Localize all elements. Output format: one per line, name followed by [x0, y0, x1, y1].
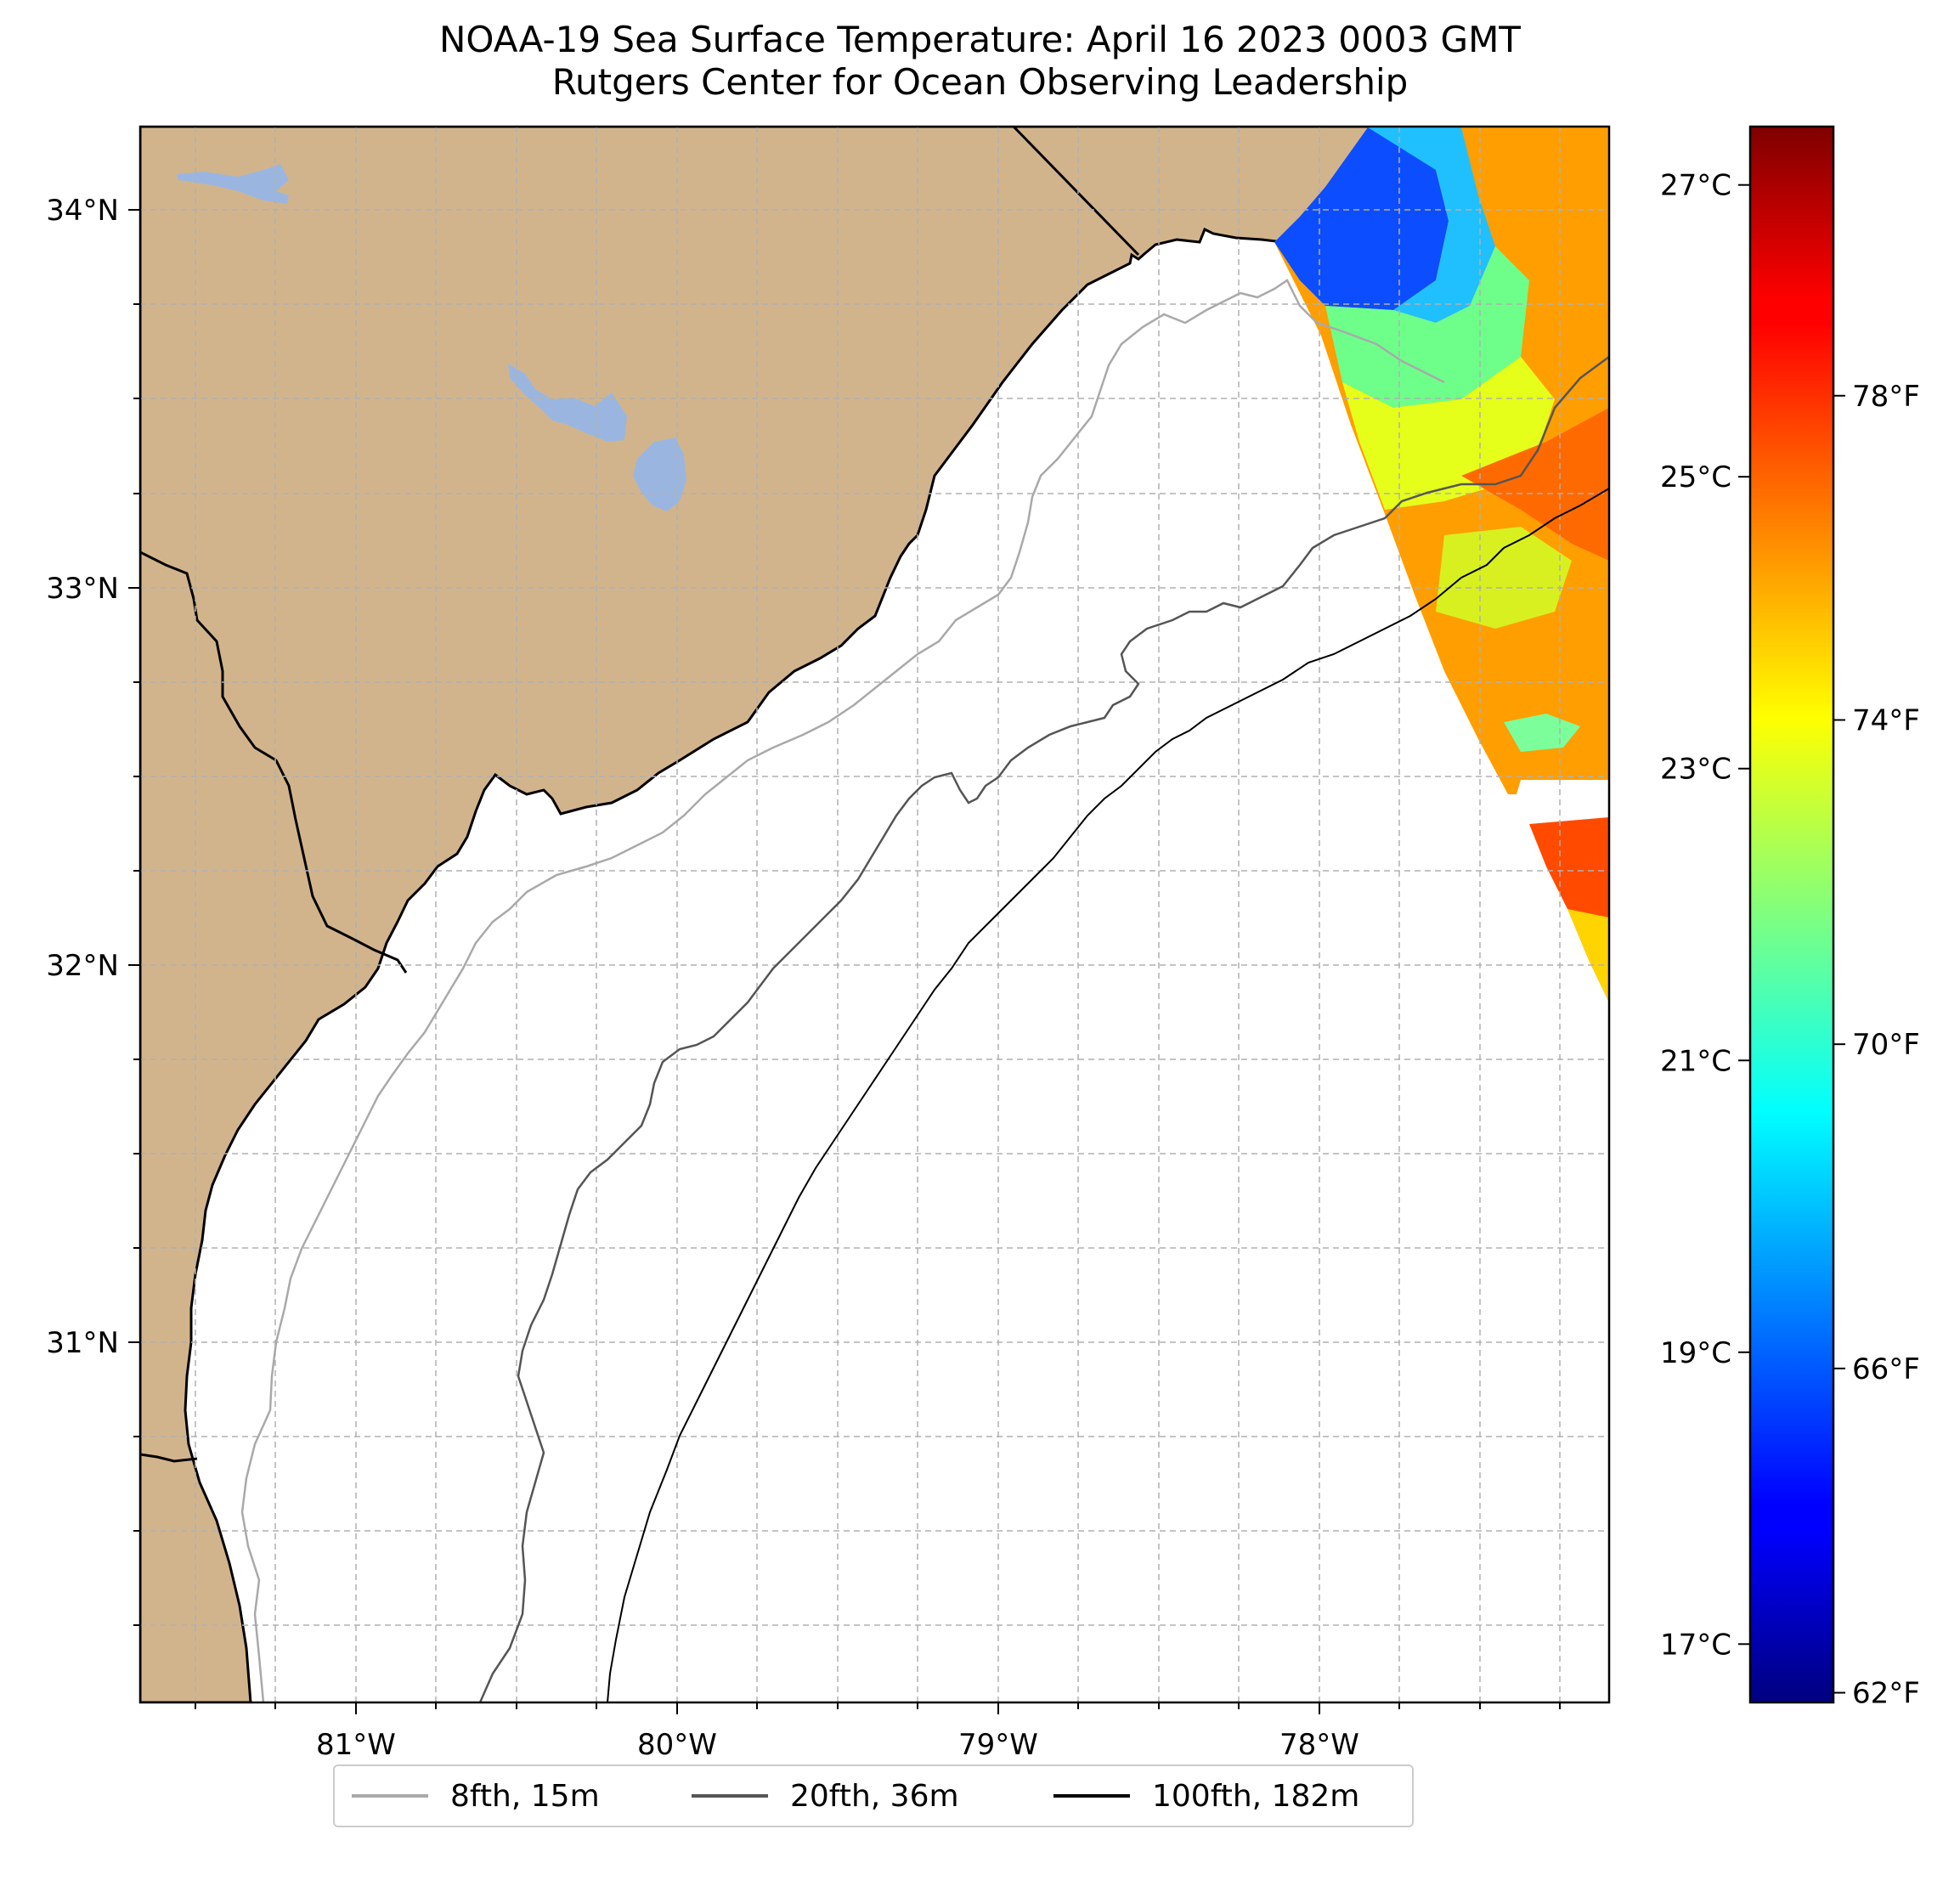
- colorbar-label-c: 25°C: [1660, 460, 1731, 494]
- state-border: [1012, 127, 1140, 257]
- state-border: [140, 550, 408, 974]
- isobath-100fth: [607, 488, 1609, 1702]
- colorbar-label-f: 70°F: [1852, 1028, 1920, 1062]
- colorbar-label-f: 62°F: [1852, 1677, 1920, 1711]
- lat-tick-label: 32°N: [46, 949, 119, 983]
- legend-item-8fth: 8fth, 15m: [352, 1766, 600, 1826]
- colorbar-label-f: 78°F: [1852, 380, 1920, 414]
- sst-yellow-band-south: [1436, 527, 1572, 629]
- colorbar: [1748, 125, 1835, 1704]
- state-border: [140, 1453, 198, 1463]
- colorbar-ticks: 27°C 25°C 23°C 21°C 19°C 17°C 78°F 74°F 70°F 66°F…: [1660, 169, 1920, 1711]
- lon-tick-label: 81°W: [316, 1728, 396, 1762]
- isobath-20fth: [478, 355, 1609, 1702]
- lake: [508, 364, 627, 442]
- lat-axis: [128, 209, 140, 1626]
- isobath-8fth: [240, 279, 1445, 1702]
- colorbar-label-f: 66°F: [1852, 1352, 1920, 1386]
- lat-tick-label: 31°N: [46, 1326, 119, 1360]
- legend-label: 100fth, 182m: [1152, 1778, 1360, 1814]
- lat-tick-label: 34°N: [46, 194, 119, 228]
- sst-warm-band: [1461, 408, 1609, 561]
- sst-swath: [1274, 127, 1609, 1002]
- chart-title: NOAA-19 Sea Surface Temperature: April 1…: [0, 19, 1960, 104]
- gridlines: [140, 127, 1609, 1702]
- lon-axis: [195, 1702, 1561, 1714]
- colorbar-label-c: 17°C: [1660, 1628, 1731, 1662]
- sst-swath-south-tip: [1567, 909, 1609, 1002]
- legend-line: [352, 1794, 428, 1798]
- legend: 8fth, 15m 20fth, 36m 100fth, 182m: [333, 1764, 1414, 1827]
- map-frame: [138, 125, 1611, 1704]
- legend-item-20fth: 20fth, 36m: [692, 1766, 959, 1826]
- colorbar-label-c: 23°C: [1660, 753, 1731, 787]
- colorbar-label-c: 21°C: [1660, 1044, 1731, 1078]
- title-line-1: NOAA-19 Sea Surface Temperature: April 1…: [439, 19, 1521, 60]
- legend-label: 20fth, 36m: [790, 1778, 959, 1814]
- sst-cool-patch: [1368, 127, 1495, 323]
- lon-tick-label: 79°W: [958, 1728, 1038, 1762]
- lake: [177, 164, 289, 204]
- sst-green-band: [1325, 246, 1529, 408]
- title-line-2: Rutgers Center for Ocean Observing Leade…: [551, 61, 1409, 103]
- land: [140, 127, 1382, 1702]
- lon-tick-label: 80°W: [637, 1728, 717, 1762]
- legend-line: [1053, 1794, 1130, 1798]
- legend-line: [692, 1794, 768, 1798]
- sst-cold-patch: [1274, 127, 1449, 310]
- colorbar-label-c: 19°C: [1660, 1336, 1731, 1370]
- legend-item-100fth: 100fth, 182m: [1053, 1766, 1359, 1826]
- lat-tick-label: 33°N: [46, 572, 119, 606]
- legend-label: 8fth, 15m: [450, 1778, 600, 1814]
- colorbar-label-f: 74°F: [1852, 703, 1920, 737]
- sst-cool-spot: [1504, 714, 1580, 752]
- lon-tick-label: 78°W: [1279, 1728, 1359, 1762]
- colorbar-label-c: 27°C: [1660, 169, 1731, 203]
